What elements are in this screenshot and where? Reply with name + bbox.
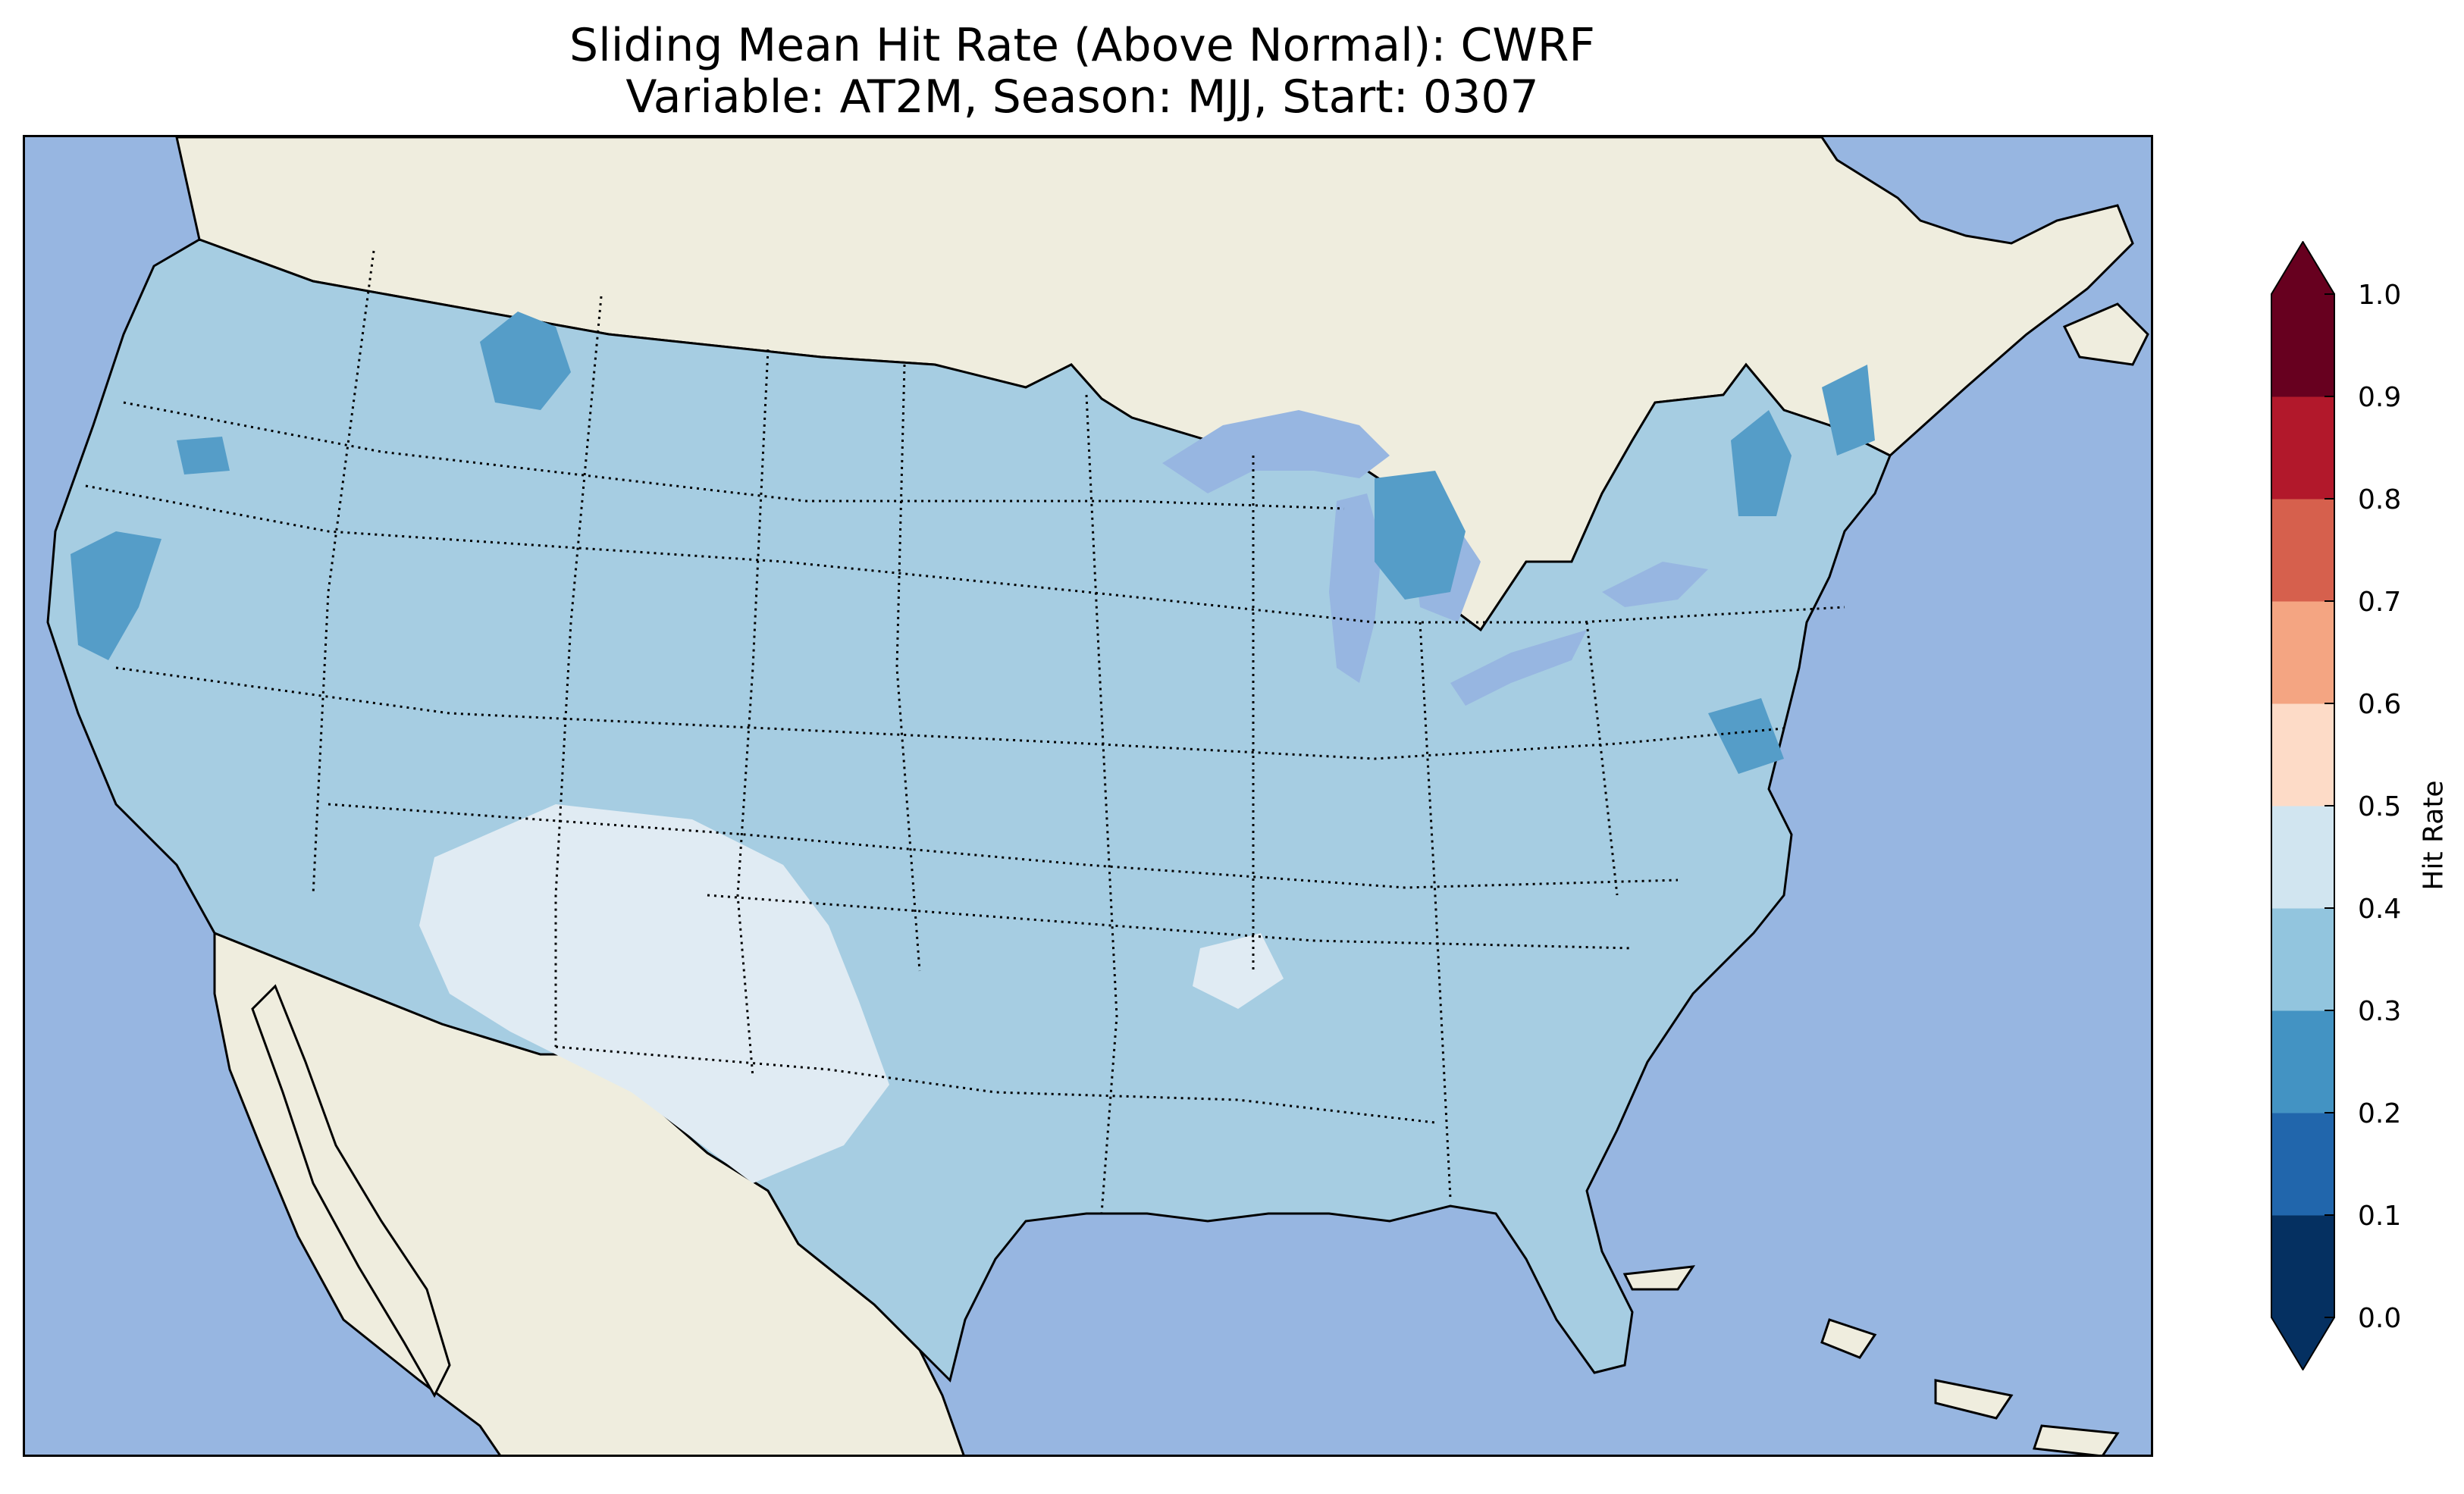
title-line-1: Sliding Mean Hit Rate (Above Normal): CW… <box>569 19 1595 72</box>
colorbar-tick-0-9: 0.9 <box>2358 382 2402 413</box>
lake-ontario <box>1602 562 1708 607</box>
colorbar-tick-0-0: 0.0 <box>2358 1303 2402 1334</box>
map-svg <box>25 137 2151 1455</box>
region-dark-new-york <box>1731 410 1792 516</box>
region-dark-montana <box>480 312 571 410</box>
colorbar-tick-0-5: 0.5 <box>2358 791 2402 822</box>
colorbar-segment-2 <box>2271 1010 2335 1113</box>
region-dark-michigan <box>1375 471 1466 600</box>
colorbar-extend-low <box>2271 1317 2335 1370</box>
colorbar-extend-high <box>2271 241 2335 294</box>
lake-michigan <box>1329 493 1382 683</box>
lake-superior <box>1162 410 1390 493</box>
colorbar-segment-4 <box>2271 806 2335 909</box>
colorbar <box>2271 241 2335 1370</box>
colorbar-segment-1 <box>2271 1113 2335 1216</box>
colorbar-tick-0-3: 0.3 <box>2358 996 2402 1027</box>
map-panel <box>23 135 2153 1457</box>
colorbar-segment-7 <box>2271 499 2335 602</box>
colorbar-label: Hit Rate <box>2418 780 2450 891</box>
colorbar-tick-1-0: 1.0 <box>2358 280 2402 311</box>
colorbar-tick-0-8: 0.8 <box>2358 484 2402 515</box>
colorbar-segment-9 <box>2271 294 2335 397</box>
colorbar-tick-0-1: 0.1 <box>2358 1201 2402 1232</box>
caribbean-islands <box>1622 1265 2120 1455</box>
lake-erie <box>1450 630 1587 706</box>
region-dark-california <box>71 531 161 660</box>
region-light-southwest <box>419 804 889 1183</box>
colorbar-segment-8 <box>2271 396 2335 500</box>
colorbar-segment-3 <box>2271 908 2335 1011</box>
colorbar-tick-0-7: 0.7 <box>2358 587 2402 618</box>
region-dark-virginia <box>1708 698 1784 774</box>
baja-california <box>251 984 451 1398</box>
region-light-mississippi <box>1193 933 1284 1009</box>
colorbar-tick-0-2: 0.2 <box>2358 1098 2402 1129</box>
region-dark-new-england <box>1822 365 1875 456</box>
region-dark-oregon <box>177 437 230 475</box>
colorbar-tick-0-4: 0.4 <box>2358 894 2402 925</box>
colorbar-segment-5 <box>2271 703 2335 807</box>
colorbar-segment-6 <box>2271 601 2335 704</box>
colorbar-segment-0 <box>2271 1215 2335 1318</box>
colorbar-tick-0-6: 0.6 <box>2358 689 2402 720</box>
state-borders <box>85 250 1845 1214</box>
canada-island-ne <box>2062 302 2149 366</box>
title-line-2: Variable: AT2M, Season: MJJ, Start: 0307 <box>625 70 1539 124</box>
